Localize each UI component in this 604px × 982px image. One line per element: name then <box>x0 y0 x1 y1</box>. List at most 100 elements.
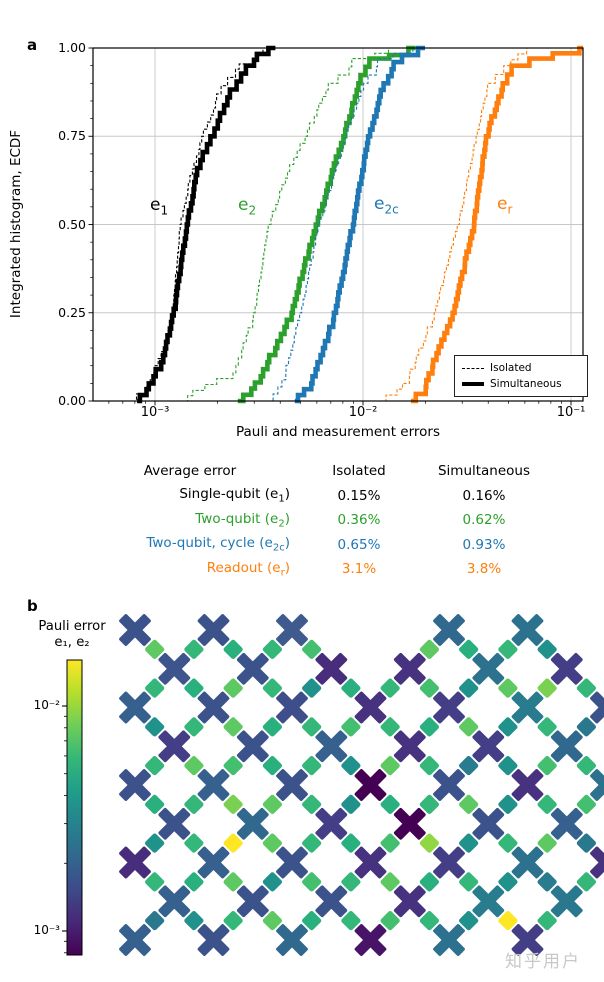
coupler-marker <box>496 638 520 661</box>
ecdf-curve-e2-isolated <box>185 47 396 402</box>
coupler-marker <box>300 793 323 816</box>
coupler-marker <box>575 715 598 739</box>
coupler-marker <box>182 793 206 816</box>
coupler-marker <box>221 909 245 932</box>
panel-a-label: a <box>27 36 38 54</box>
qubit-x-marker <box>550 885 583 918</box>
coupler-marker <box>575 676 598 700</box>
coupler-marker <box>457 676 480 700</box>
coupler-marker <box>339 831 363 855</box>
coupler-marker <box>143 909 166 932</box>
coupler-marker <box>143 793 166 816</box>
coupler-marker <box>575 793 598 816</box>
coupler-marker <box>418 831 441 855</box>
qubit-x-marker <box>472 807 505 840</box>
qubit-x-marker <box>197 924 230 956</box>
colorbar-tick-label: 10⁻² <box>33 698 60 712</box>
qubit-x-marker <box>119 924 151 956</box>
qubit-x-marker <box>393 807 426 840</box>
simultaneous-value: 3.8% <box>466 561 502 578</box>
qubit-x-marker <box>315 652 348 685</box>
qubit-x-marker <box>236 807 269 840</box>
qubit-x-marker <box>550 730 583 763</box>
coupler-marker <box>418 754 441 777</box>
x-tick-label: 10⁻¹ <box>556 405 586 420</box>
qubit-x-marker <box>354 924 387 956</box>
y-tick-label: 0.00 <box>58 393 86 408</box>
qubit-x-marker <box>276 769 308 801</box>
simultaneous-value: 0.93% <box>462 536 506 553</box>
coupler-marker <box>496 754 520 777</box>
table-row: Single-qubit (e1) 0.15% 0.16% <box>90 484 548 509</box>
average-error-table: Average error Isolated Simultaneous Sing… <box>90 459 548 582</box>
coupler-marker <box>182 676 206 700</box>
legend-label-simultaneous: Simultaneous <box>490 378 562 390</box>
coupler-marker <box>300 831 323 855</box>
error-table-section: Average error Isolated Simultaneous Sing… <box>90 459 560 582</box>
coupler-marker <box>535 793 559 816</box>
coupler-marker <box>143 715 166 739</box>
coupler-marker <box>496 676 520 700</box>
qubit-x-marker <box>236 730 269 763</box>
ecdf-curve-e2c-simultaneous <box>294 45 425 404</box>
coupler-marker <box>535 909 559 932</box>
coupler-marker <box>535 638 559 661</box>
curve-label-e1: e1 <box>150 195 169 218</box>
qubit-x-marker <box>158 652 191 685</box>
coupler-marker <box>300 676 323 700</box>
qubit-x-marker <box>158 885 191 918</box>
qubit-x-marker <box>433 924 465 956</box>
panel-b-label: b <box>27 597 38 615</box>
qubit-x-marker <box>590 691 604 724</box>
qubit-x-marker <box>158 807 191 840</box>
ecdf-chart <box>88 45 584 406</box>
coupler-marker <box>182 715 206 739</box>
coupler-marker <box>418 715 441 739</box>
coupler-marker <box>535 870 559 894</box>
coupler-marker <box>457 831 480 855</box>
qubit-grid-chart <box>62 614 604 956</box>
qubit-x-marker <box>119 691 151 724</box>
coupler-marker <box>339 676 363 700</box>
coupler-marker <box>221 793 245 816</box>
qubit-x-marker <box>158 730 191 763</box>
qubit-x-marker <box>550 807 583 840</box>
coupler-marker <box>182 638 206 661</box>
row-label: Two-qubit, cycle (e2c) <box>146 535 290 555</box>
coupler-marker <box>457 909 480 932</box>
coupler-marker <box>496 870 520 894</box>
coupler-marker <box>143 754 166 777</box>
coupler-marker <box>300 638 323 661</box>
header-isolated: Isolated <box>332 463 386 480</box>
qubit-x-marker <box>393 885 426 918</box>
coupler-marker <box>418 909 441 932</box>
coupler-marker <box>378 909 402 932</box>
qubit-x-marker <box>433 614 465 646</box>
qubit-x-marker <box>119 769 151 801</box>
dashed-line-icon <box>462 367 484 369</box>
qubit-x-marker <box>315 885 348 918</box>
simultaneous-value: 0.16% <box>462 487 506 504</box>
x-tick-label: 10⁻³ <box>140 405 170 420</box>
coupler-marker <box>378 831 402 855</box>
table-header-row: Average error Isolated Simultaneous <box>90 459 548 484</box>
qubit-x-marker <box>197 769 230 801</box>
coupler-marker <box>143 676 166 700</box>
coupler-marker <box>261 715 284 739</box>
colorbar-title-line2: e₁, e₂ <box>54 635 90 650</box>
coupler-marker <box>378 793 402 816</box>
ecdf-curve-e2c-isolated <box>268 47 420 402</box>
qubit-x-marker <box>354 691 387 724</box>
coupler-marker <box>496 715 520 739</box>
table-row: Two-qubit, cycle (e2c) 0.65% 0.93% <box>90 533 548 558</box>
coupler-marker <box>496 793 520 816</box>
simultaneous-value: 0.62% <box>462 512 506 529</box>
row-label: Single-qubit (e1) <box>179 486 290 506</box>
coupler-marker <box>182 831 206 855</box>
qubit-x-marker <box>119 846 151 879</box>
coupler-marker <box>182 754 206 777</box>
qubit-x-marker <box>511 924 544 956</box>
coupler-marker <box>339 715 363 739</box>
qubit-x-marker <box>276 691 308 724</box>
qubit-x-marker <box>315 807 348 840</box>
